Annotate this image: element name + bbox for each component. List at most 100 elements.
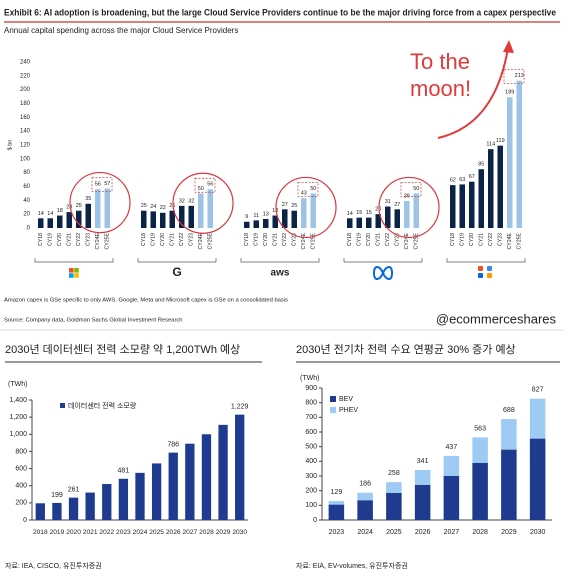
value-label: 261 — [68, 486, 80, 493]
value-label: 13 — [263, 211, 269, 217]
value-label: 24 — [150, 204, 156, 210]
value-label: 50 — [198, 186, 204, 192]
bar — [160, 212, 166, 228]
bar — [76, 210, 82, 228]
y-tick-label: 0 — [23, 517, 27, 524]
value-label: 27 — [282, 202, 288, 208]
bar — [85, 203, 91, 228]
legend-swatch — [60, 403, 65, 408]
bar — [185, 443, 195, 520]
legend-label: 데이터센터 전력 소모량 — [68, 401, 137, 410]
x-tick-label: CY20 — [366, 233, 372, 246]
value-label: 119 — [496, 138, 505, 144]
bar — [207, 189, 213, 228]
value-label: 23 — [66, 205, 72, 211]
value-label: 39 — [404, 193, 410, 199]
y-tick-label: 700 — [305, 414, 317, 421]
y-tick-label: 1,000 — [9, 431, 27, 438]
bar — [404, 201, 410, 228]
arrow-head — [503, 40, 514, 53]
x-tick-label: 2028 — [199, 529, 214, 536]
x-tick-label: CY21 — [376, 233, 382, 246]
bar — [478, 169, 484, 228]
x-tick-label: CY20 — [263, 233, 269, 246]
x-tick-label: CY25E — [517, 232, 523, 249]
x-tick-label: CY18 — [244, 233, 250, 246]
y-tick-label: 1,400 — [9, 397, 27, 404]
value-label: 15 — [356, 210, 362, 216]
x-tick-label: 2030 — [530, 529, 546, 536]
bar-segment — [386, 492, 402, 520]
bar-segment — [357, 500, 373, 520]
x-tick-label: CY21 — [479, 233, 485, 246]
x-tick-label: 2027 — [444, 529, 460, 536]
bar — [394, 209, 400, 228]
group-bracket — [446, 258, 526, 263]
value-label: 32 — [179, 198, 185, 204]
value-label: 57 — [104, 181, 110, 187]
unit-label: (TWh) — [300, 375, 319, 382]
bar-segment — [443, 455, 460, 476]
x-tick-label: 2024 — [357, 529, 373, 536]
logo-mini — [487, 266, 492, 271]
bar — [135, 472, 145, 520]
total-label: 186 — [359, 481, 371, 488]
x-tick-label: CY22 — [179, 233, 185, 246]
legend-swatch — [330, 407, 336, 413]
total-label: 437 — [446, 444, 458, 451]
x-tick-label: CY18 — [38, 233, 44, 246]
chart-title: 2030년 전기차 전력 수요 연평균 30% 증가 예상 — [296, 343, 516, 356]
bar — [497, 145, 503, 228]
x-tick-label: CY19 — [48, 233, 54, 246]
y-tick-label: 300 — [305, 473, 317, 480]
bar — [38, 218, 44, 228]
bar — [244, 221, 250, 228]
bar — [516, 80, 522, 228]
y-tick-label: 20 — [23, 212, 30, 218]
x-tick-label: 2025 — [386, 529, 402, 536]
bar — [95, 189, 101, 228]
value-label: 32 — [188, 198, 194, 204]
x-tick-label: CY21 — [273, 233, 279, 246]
y-tick-label: 140 — [20, 129, 31, 135]
bar — [450, 185, 456, 228]
value-label: 25 — [169, 203, 175, 209]
bar — [66, 212, 72, 228]
x-tick-label: CY24E — [198, 232, 204, 249]
value-label: 22 — [160, 205, 166, 211]
total-label: 688 — [503, 407, 515, 414]
y-tick-label: 240 — [20, 60, 31, 66]
x-tick-label: 2023 — [329, 529, 345, 536]
bar — [385, 206, 391, 228]
x-tick-label: 2027 — [183, 529, 198, 536]
value-label: 20 — [375, 207, 381, 213]
x-tick-label: CY19 — [357, 233, 363, 246]
value-label: 14 — [47, 211, 53, 217]
highlight-circle — [378, 176, 440, 239]
x-tick-label: CY23 — [86, 233, 92, 246]
highlight-circle — [69, 171, 131, 234]
value-label: 56 — [207, 182, 213, 188]
bar — [356, 217, 362, 228]
value-label: 25 — [76, 203, 82, 209]
x-tick-label: CY24E — [301, 232, 307, 249]
value-label: 50 — [310, 186, 316, 192]
logo-mini — [478, 266, 483, 271]
x-tick-label: 2026 — [415, 529, 431, 536]
group-bracket — [137, 258, 217, 263]
total-label: 129 — [331, 489, 343, 496]
group-bracket — [34, 258, 114, 263]
x-tick-label: 2029 — [501, 529, 517, 536]
estimate-box — [297, 182, 319, 197]
x-tick-label: 2020 — [66, 529, 81, 536]
value-label: 56 — [95, 182, 101, 188]
value-label: 114 — [486, 142, 495, 148]
bar — [375, 214, 381, 228]
bar — [57, 215, 63, 228]
bar — [85, 492, 95, 520]
handle: @ecommerceshares — [436, 311, 557, 326]
bar — [47, 218, 53, 228]
value-label: 25 — [141, 203, 147, 209]
value-label: 18 — [57, 208, 63, 214]
x-tick-label: CY24E — [404, 232, 410, 249]
